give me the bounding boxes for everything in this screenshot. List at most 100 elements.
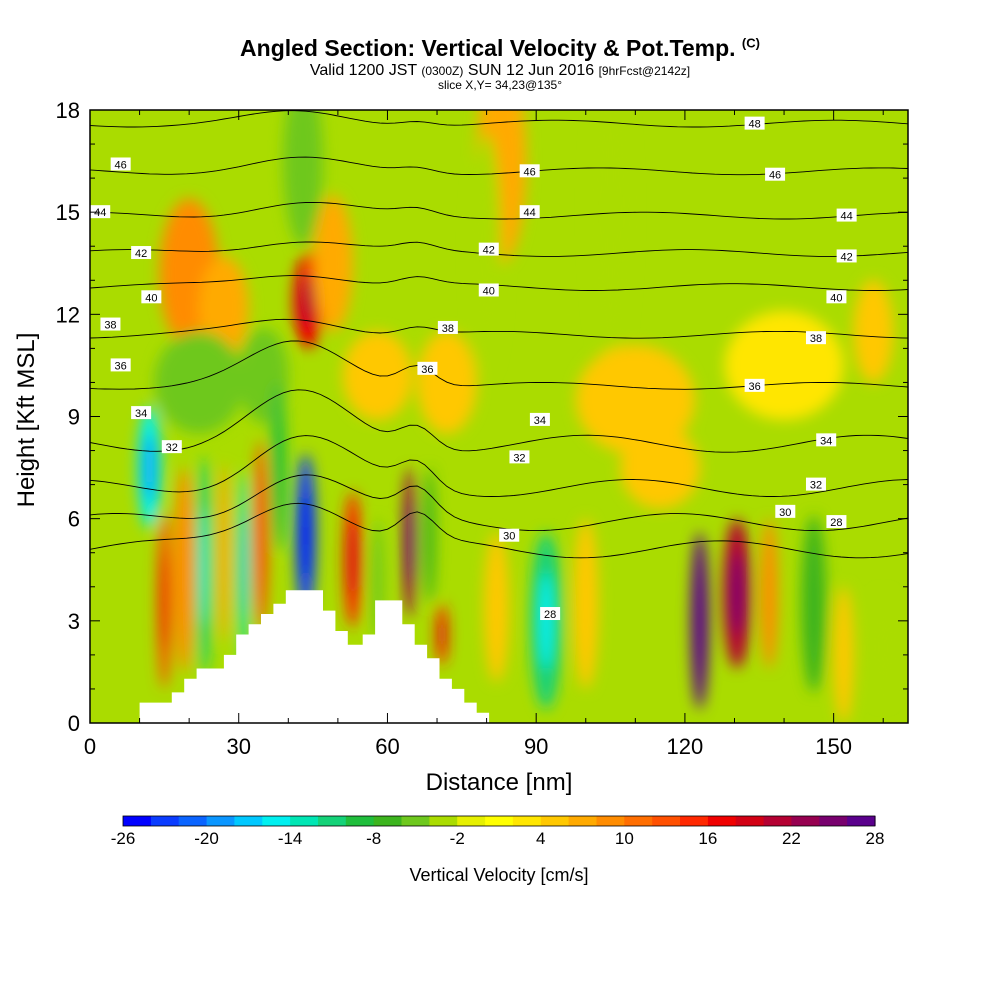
contour-labels: 46 44 42 40 38 36 34 32 46 44 42 40 38 36 34 32 30 28 48 46… — [90, 116, 857, 621]
contour-label-text: 32 — [513, 452, 525, 464]
colorbar-swatch — [652, 816, 681, 826]
velocity-core — [538, 572, 554, 670]
contour-label: 40 — [826, 290, 847, 304]
contour-label: 32 — [161, 440, 182, 454]
velocity-core — [406, 501, 413, 584]
contour-label: 38 — [100, 317, 121, 332]
colorbar-swatch — [819, 816, 848, 826]
contour-label-bg — [826, 515, 847, 529]
isentrope-line — [90, 318, 908, 339]
velocity-cell — [620, 426, 700, 509]
isentrope-line — [90, 201, 908, 220]
velocity-cell — [724, 310, 844, 420]
y-tick-label: 3 — [68, 609, 80, 634]
colorbar-tick-label: 22 — [782, 829, 801, 848]
colorbar-swatch — [596, 816, 625, 826]
contour-label: 44 — [90, 205, 111, 219]
velocity-cell — [484, 532, 509, 683]
y-tick-label: 9 — [68, 405, 80, 430]
contour-label-text: 38 — [810, 333, 822, 345]
colorbar-tick-label: 10 — [615, 829, 634, 848]
contour-label-text: 40 — [483, 285, 495, 297]
colorbar-swatch — [735, 816, 765, 826]
velocity-cell — [833, 586, 854, 723]
colorbar-tick-label: 4 — [536, 829, 545, 848]
y-tick-label: 6 — [68, 507, 80, 532]
title-main: Angled Section: Vertical Velocity & Pot.… — [240, 35, 736, 61]
contour-label: 44 — [836, 208, 857, 223]
colorbar-tick-label: -2 — [450, 829, 465, 848]
valid-date: SUN 12 Jun 2016 — [467, 62, 595, 79]
colorbar-swatch — [178, 816, 208, 826]
isentrope-line — [90, 241, 908, 257]
contour-label: 40 — [478, 283, 499, 297]
contour-label-bg — [816, 433, 837, 447]
isentrope-line — [90, 502, 908, 559]
colorbar-swatch — [512, 816, 542, 826]
contour-label-text: 36 — [115, 360, 127, 372]
colorbar-swatch — [206, 816, 236, 826]
contour-label-bg — [131, 246, 152, 260]
contour-label-text: 36 — [749, 381, 761, 393]
velocity-cell — [590, 110, 631, 366]
contour-label-bg — [540, 607, 561, 621]
colorbar-swatch — [318, 816, 347, 826]
velocity-core — [144, 433, 155, 502]
y-tick-label: 0 — [68, 711, 80, 736]
colorbar-swatch — [624, 816, 653, 826]
colorbar-label: Vertical Velocity [cm/s] — [409, 865, 588, 885]
colorbar-swatch — [373, 816, 403, 826]
x-axis-label: Distance [nm] — [426, 769, 573, 796]
contour-label-text: 42 — [841, 251, 853, 263]
velocity-core — [439, 617, 445, 652]
contour-label-bg — [141, 290, 162, 304]
contour-label-text: 36 — [421, 364, 433, 376]
velocity-cell — [760, 518, 778, 669]
contour-label-bg — [765, 167, 786, 181]
contour-label-bg — [805, 477, 826, 491]
contour-label: 32 — [509, 450, 530, 464]
contour-label: 30 — [499, 528, 520, 543]
colorbar-swatch — [290, 816, 319, 826]
colorbar-tick-label: 16 — [698, 829, 717, 848]
contour-label-text: 32 — [810, 480, 822, 492]
x-tick-label: 30 — [226, 734, 250, 759]
colorbar-swatch — [568, 816, 598, 826]
contour-label: 38 — [805, 331, 826, 345]
velocity-cell — [423, 467, 436, 604]
colorbar-swatch — [847, 816, 876, 826]
colorbar-swatch — [429, 816, 458, 826]
x-tick-label: 150 — [815, 734, 852, 759]
contour-label-text: 46 — [115, 159, 127, 171]
velocity-cell — [174, 467, 195, 672]
x-tick-label: 0 — [84, 734, 96, 759]
colorbar-swatch — [150, 816, 180, 826]
contour-label-text: 34 — [135, 408, 147, 420]
contour-label: 42 — [836, 249, 857, 263]
contour-label-bg — [509, 450, 530, 464]
title-units: (C) — [741, 35, 760, 51]
velocity-core — [348, 522, 357, 597]
contour-label-text: 32 — [166, 442, 178, 454]
contour-label-bg — [519, 164, 540, 178]
contour-label: 36 — [110, 358, 131, 372]
colorbar-swatch — [707, 816, 737, 826]
x-axis: 0 30 60 90 120 150 — [84, 110, 884, 759]
forecast-info: [9hrFcst@2142z] — [598, 64, 691, 78]
colorbar-swatch — [345, 816, 375, 826]
contour-label-bg — [775, 504, 796, 518]
y-axis-label: Height [Kft MSL] — [13, 333, 40, 508]
isentrope-line — [90, 474, 908, 532]
contour-label-text: 44 — [94, 207, 106, 219]
contour-label: 42 — [478, 242, 499, 257]
y-tick-label: 15 — [56, 200, 80, 225]
isentrope-line — [90, 435, 908, 497]
colorbar-tick-label: -20 — [194, 829, 219, 848]
slice-info: slice X,Y= 34,23@135° — [437, 78, 563, 92]
contour-label: 30 — [775, 504, 796, 519]
contour-label-bg — [110, 157, 131, 171]
velocity-cell — [154, 331, 244, 434]
contour-label-text: 44 — [841, 211, 853, 223]
